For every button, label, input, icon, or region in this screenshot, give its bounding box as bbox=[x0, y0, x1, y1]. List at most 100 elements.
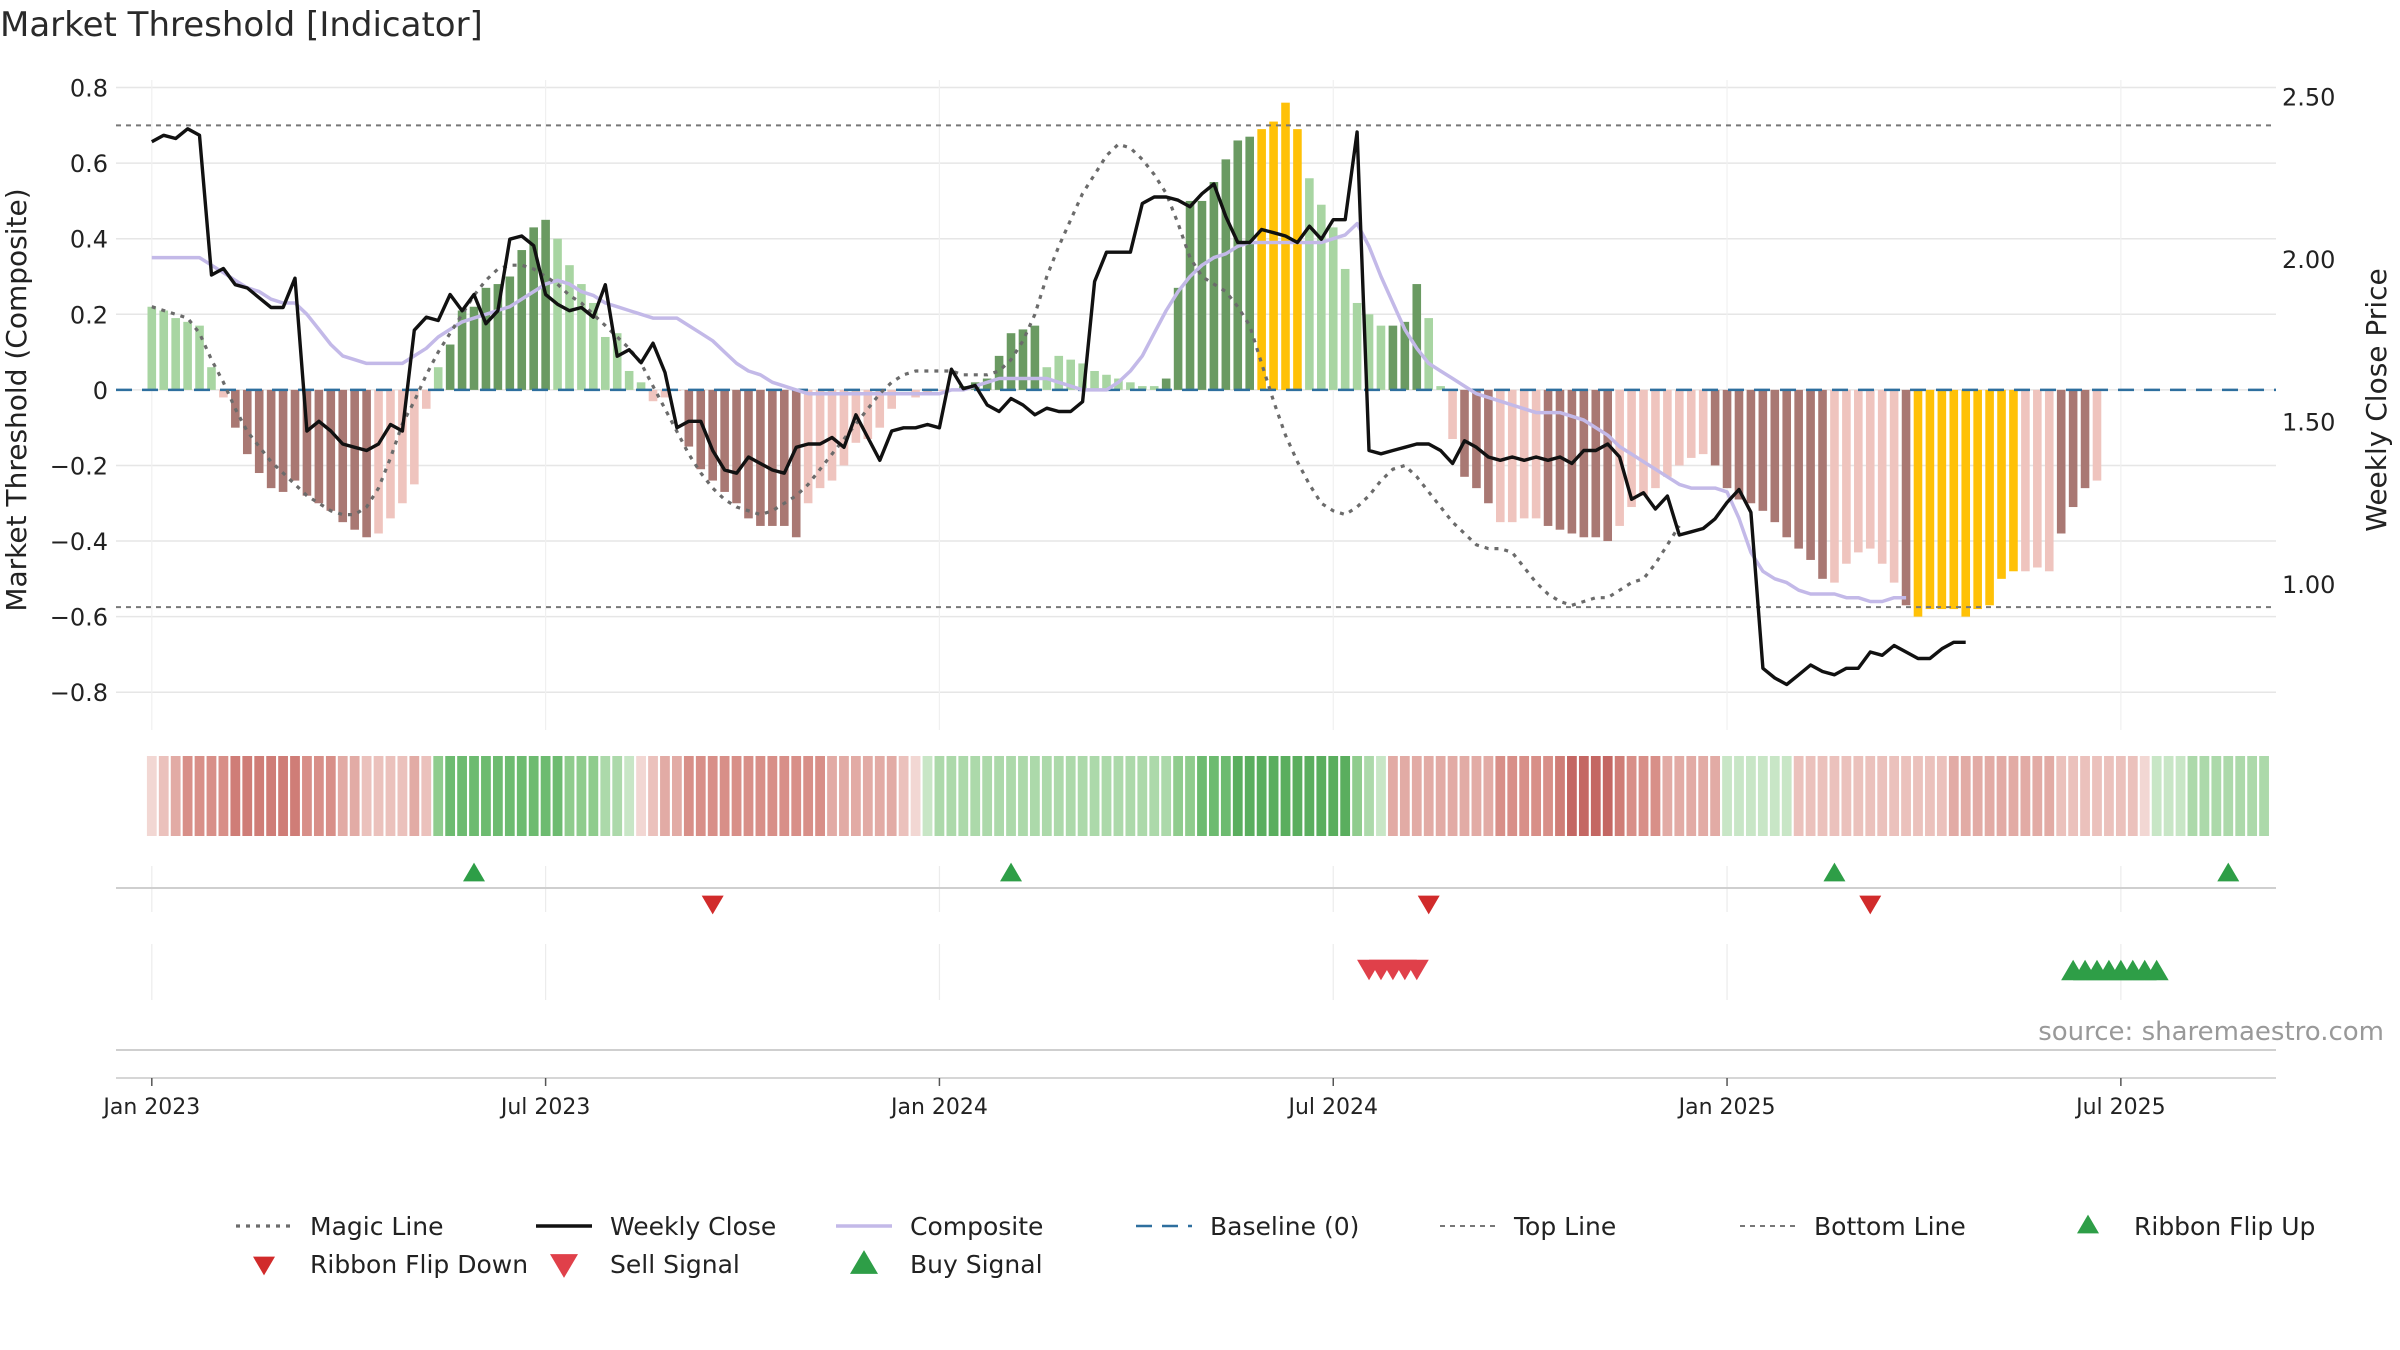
composite-bar bbox=[207, 367, 216, 390]
composite-bar bbox=[1281, 102, 1290, 390]
composite-bar bbox=[791, 389, 801, 538]
y-axis-label: Market Threshold (Composite) bbox=[0, 188, 33, 611]
ribbon-cell bbox=[2223, 756, 2234, 836]
ribbon-cell bbox=[1972, 756, 1983, 836]
legend-label: Weekly Close bbox=[610, 1212, 776, 1241]
ribbon-cell bbox=[1865, 756, 1876, 836]
composite-bar bbox=[1722, 389, 1732, 489]
ribbon-cell bbox=[1089, 756, 1100, 836]
composite-bar bbox=[1197, 200, 1207, 390]
signal-panels bbox=[116, 862, 2276, 1051]
composite-bar bbox=[362, 389, 371, 538]
ribbon-cell bbox=[1137, 756, 1148, 836]
ribbon-cell bbox=[1793, 756, 1804, 836]
ribbon bbox=[146, 756, 2269, 836]
ribbon-cell bbox=[827, 756, 837, 836]
composite-bar bbox=[1627, 389, 1636, 508]
ribbon-cell bbox=[230, 756, 241, 836]
composite-bar bbox=[720, 389, 729, 492]
legend-swatch bbox=[550, 1254, 578, 1278]
ribbon-cell bbox=[469, 756, 479, 836]
ribbon-cell bbox=[1304, 756, 1315, 836]
composite-bar bbox=[219, 389, 228, 398]
ribbon-cell bbox=[1423, 756, 1434, 836]
composite-bars bbox=[147, 102, 2102, 617]
composite-bar bbox=[1472, 389, 1481, 489]
composite-bar bbox=[1925, 389, 1935, 610]
ribbon-cell bbox=[349, 756, 360, 836]
composite-bar bbox=[1686, 389, 1696, 458]
y2-tick-label: 1.00 bbox=[2282, 571, 2335, 599]
ribbon-cell bbox=[1495, 756, 1506, 836]
composite-bar bbox=[1603, 389, 1613, 542]
ribbon-cell bbox=[1578, 756, 1589, 836]
composite-bar bbox=[2009, 389, 2018, 572]
composite-bar bbox=[1758, 389, 1768, 511]
legend-label: Buy Signal bbox=[910, 1250, 1043, 1279]
ribbon-cell bbox=[2008, 756, 2019, 836]
ribbon-cell bbox=[1435, 756, 1446, 836]
composite-bar bbox=[1997, 389, 2006, 579]
ribbon-cell bbox=[1161, 756, 1172, 836]
legend-label: Ribbon Flip Down bbox=[310, 1250, 528, 1279]
legend-item-flipdown: Ribbon Flip Down bbox=[253, 1250, 528, 1279]
ribbon-cell bbox=[1316, 756, 1327, 836]
composite-bar bbox=[1782, 389, 1792, 538]
legend-item-composite: Composite bbox=[836, 1212, 1043, 1241]
legend-label: Top Line bbox=[1513, 1212, 1616, 1241]
legend-swatch bbox=[253, 1256, 275, 1276]
composite-bar bbox=[290, 389, 300, 481]
composite-bar bbox=[1412, 284, 1422, 390]
ribbon-cell bbox=[146, 756, 157, 836]
x-tick-label: Jan 2023 bbox=[101, 1095, 200, 1120]
ribbon-cell bbox=[671, 756, 682, 836]
ribbon-cell bbox=[1364, 756, 1374, 836]
source-note: source: sharemaestro.com bbox=[2038, 1017, 2384, 1047]
ribbon-cell bbox=[1984, 756, 1995, 836]
legend-label: Sell Signal bbox=[610, 1250, 740, 1279]
composite-bar bbox=[445, 344, 455, 390]
composite-bar bbox=[1698, 389, 1708, 455]
composite-bar bbox=[1496, 389, 1505, 523]
composite-bar bbox=[1663, 389, 1672, 477]
ribbon-cell bbox=[898, 756, 909, 836]
legend-item-magic: Magic Line bbox=[236, 1212, 444, 1241]
ribbon-cell bbox=[397, 756, 408, 836]
composite-bar bbox=[1770, 389, 1780, 523]
ribbon-cell bbox=[1483, 756, 1494, 836]
composite-bar bbox=[171, 318, 180, 390]
ribbon-cell bbox=[588, 756, 599, 836]
composite-bar bbox=[1913, 389, 1923, 617]
ribbon-cell bbox=[815, 756, 825, 836]
ribbon-cell bbox=[2044, 756, 2055, 836]
composite-bar bbox=[624, 370, 634, 390]
composite-bar bbox=[242, 389, 252, 455]
ribbon-cell bbox=[170, 756, 181, 836]
ribbon-cell bbox=[2139, 756, 2150, 836]
ribbon-cell bbox=[158, 756, 169, 836]
ribbon-cell bbox=[636, 756, 646, 836]
ribbon-cell bbox=[839, 756, 849, 836]
ribbon-cell bbox=[1614, 756, 1625, 836]
ribbon-cell bbox=[1411, 756, 1422, 836]
x-tick-label: Jul 2024 bbox=[1286, 1095, 1378, 1120]
ribbon-cell bbox=[2163, 756, 2174, 836]
y-tick-label: 0 bbox=[93, 377, 108, 405]
legend-item-bottom: Bottom Line bbox=[1740, 1212, 1966, 1241]
composite-bar bbox=[1555, 389, 1565, 530]
ribbon-cell bbox=[2104, 756, 2114, 836]
legend-item-top: Top Line bbox=[1440, 1212, 1616, 1241]
composite-bar bbox=[195, 325, 204, 390]
ribbon-cell bbox=[1125, 756, 1136, 836]
ribbon-cell bbox=[373, 756, 384, 836]
composite-bar bbox=[505, 276, 515, 390]
composite-bar bbox=[2044, 389, 2054, 572]
ribbon-cell bbox=[218, 756, 229, 836]
composite-bar bbox=[1854, 389, 1863, 553]
y2-axis-label: Weekly Close Price bbox=[2360, 268, 2393, 531]
ribbon-cell bbox=[1232, 756, 1243, 836]
ribbon-cell bbox=[1328, 756, 1339, 836]
composite-bar bbox=[1734, 389, 1744, 500]
composite-bar bbox=[1018, 329, 1028, 390]
composite-bar bbox=[2068, 389, 2078, 508]
